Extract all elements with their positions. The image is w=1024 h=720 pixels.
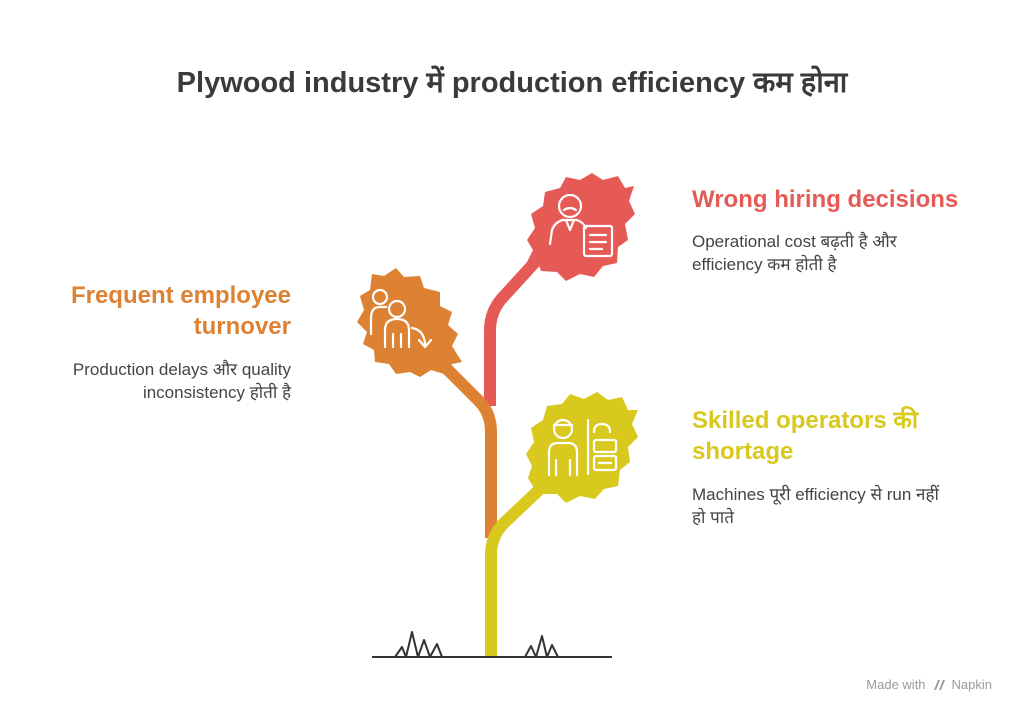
employee-turnover-description-line-2: inconsistency होती है [142,383,291,402]
employee-turnover-description-line-1: Production delays और quality [72,360,291,379]
wrong-hiring-description-line-1: Operational cost बढ़ती है और [692,232,897,251]
skilled-shortage-heading-line-2: shortage [692,438,794,465]
person-with-document-icon [548,193,614,258]
wrong-hiring-description: Operational cost बढ़ती है और efficiency … [692,230,897,276]
skilled-shortage-description-line-2: हो पाते [692,508,734,527]
employee-turnover-description: Production delays और quality inconsisten… [73,358,291,404]
wrong-hiring-description-line-2: efficiency कम होती है [692,255,837,274]
napkin-logo-icon [933,679,945,690]
made-with-label: Made with [866,677,926,692]
orange-leaf [357,268,462,377]
skilled-shortage-description-line-1: Machines पूरी efficiency से run नहीं [692,485,939,504]
red-leaf [527,173,635,281]
napkin-brand-label: Napkin [951,677,992,692]
yellow-leaf [526,392,638,503]
wrong-hiring-heading: Wrong hiring decisions [692,186,959,213]
page-title: Plywood industry में production efficien… [176,67,848,99]
skilled-shortage-heading: Skilled operators की shortage [692,405,918,467]
yellow-stem [485,483,546,657]
napkin-watermark[interactable]: Made with Napkin [866,677,992,692]
people-leaving-icon [369,288,433,349]
employee-turnover-heading-line-1: Frequent employee [70,282,291,309]
skilled-shortage-heading-line-1: Skilled operators की [692,407,919,434]
red-stem [484,243,553,406]
operator-machine-icon [547,418,618,477]
employee-turnover-heading-line-2: turnover [193,313,291,340]
skilled-shortage-description: Machines पूरी efficiency से run नहीं हो … [692,483,939,529]
ground-line [372,631,612,658]
employee-turnover-heading: Frequent employee turnover [71,280,291,342]
orange-stem [435,357,497,538]
